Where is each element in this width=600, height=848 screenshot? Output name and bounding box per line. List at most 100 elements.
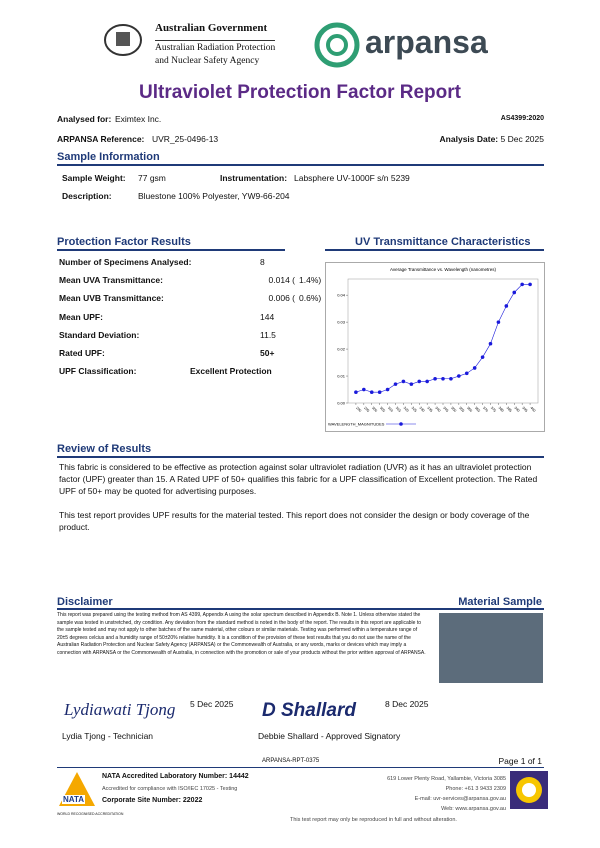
data-point — [369, 390, 374, 395]
result-value: Excellent Protection — [190, 366, 272, 377]
value: 5 Dec 2025 — [500, 134, 544, 144]
data-point — [362, 387, 366, 392]
report-id: ARPANSA-RPT-0375 — [262, 758, 320, 764]
paragraph: This test report provides UPF results fo… — [59, 510, 530, 532]
result-label: Mean UVA Transmittance: — [59, 275, 163, 286]
result-value: 8 — [260, 257, 265, 267]
label: Description: — [62, 191, 112, 201]
x-tick-label: 365 — [474, 406, 481, 413]
data-point — [504, 304, 509, 308]
data-point — [520, 282, 524, 287]
nata-logo-text: NATA — [62, 795, 86, 804]
data-point — [488, 341, 493, 346]
data-point — [425, 379, 429, 384]
result-label: Mean UPF: — [59, 311, 103, 322]
y-tick-label: 0.03 — [337, 320, 346, 325]
y-tick-label: 0.02 — [337, 347, 346, 352]
value: Eximtex Inc. — [115, 114, 162, 124]
sign-date: 8 Dec 2025 — [385, 699, 429, 709]
x-tick-label: 310 — [387, 406, 394, 413]
signature: D Shallard — [262, 700, 356, 721]
signature: Lydiawati Tjong — [64, 700, 176, 719]
result-value: 1.4%) — [299, 275, 322, 286]
phone: Phone: +61 3 9433 2309 — [445, 786, 506, 792]
data-point — [385, 387, 390, 392]
data-point — [480, 355, 485, 359]
nata-sub: Accredited for compliance with ISO/IEC 1… — [102, 786, 238, 792]
x-tick-label: 370 — [482, 406, 489, 413]
brand: arpansa — [365, 24, 488, 60]
label: ARPANSA Reference: — [57, 134, 145, 144]
chart-title: Average Transmittance vs. Wavelength (na… — [390, 267, 497, 272]
result-value: 0.6%) — [299, 293, 322, 304]
gov-line: Australian Government — [155, 22, 268, 34]
result-value: 144 — [260, 311, 275, 322]
data-point — [496, 320, 501, 324]
result-value: 11.5 — [260, 329, 276, 340]
paragraph: This fabric is considered to be effectiv… — [59, 462, 538, 496]
section-heading: Sample Information — [57, 151, 160, 163]
data-point — [433, 376, 437, 381]
legend-label: WAVELENGTH_MAGNITUDES — [328, 422, 385, 427]
arpansa-logo — [314, 22, 360, 68]
footer-note: This test report may only be reproduced … — [290, 817, 457, 823]
section-heading: Review of Results — [57, 443, 152, 455]
x-tick-label: 305 — [379, 406, 386, 413]
plot-area — [347, 278, 539, 404]
data-point — [528, 282, 532, 287]
data-point — [417, 379, 422, 384]
nata-caption: WORLD RECOGNISED ACCREDITATION — [57, 812, 124, 816]
series-line — [355, 284, 531, 393]
result-label: Number of Specimens Analysed: — [59, 257, 192, 267]
label: Analysis Date: — [439, 134, 499, 144]
data-point — [512, 290, 517, 295]
sun-logo — [510, 771, 548, 809]
x-tick-label: 330 — [419, 406, 426, 413]
section-heading: UV Transmittance Characteristics — [355, 236, 531, 248]
value: UVR_25-0496-13 — [152, 134, 219, 144]
x-tick-label: 320 — [403, 406, 410, 413]
x-tick-label: 345 — [442, 406, 449, 413]
value: 77 gsm — [138, 173, 166, 183]
x-tick-label: 295 — [363, 406, 370, 413]
y-tick-label: 0.04 — [337, 293, 346, 298]
x-tick-label: 315 — [395, 406, 402, 413]
data-point — [441, 376, 445, 381]
result-label: Standard Deviation: — [59, 329, 140, 340]
x-tick-label: 290 — [355, 406, 362, 413]
result-value: 0.006 ( — [268, 293, 295, 304]
x-tick-label: 385 — [506, 406, 513, 413]
x-tick-label: 390 — [514, 406, 521, 413]
legend-marker — [399, 422, 403, 426]
result-value: 50+ — [260, 348, 275, 358]
x-tick-label: 360 — [466, 406, 473, 413]
agency-line: Australian Radiation Protection — [155, 40, 276, 53]
x-tick-label: 335 — [426, 406, 433, 413]
x-tick-label: 355 — [458, 406, 465, 413]
result-label: UPF Classification: — [59, 366, 137, 377]
section-heading: Protection Factor Results — [57, 236, 191, 248]
data-point — [472, 366, 477, 370]
nata-title: NATA Accredited Laboratory Number: 14442 — [102, 773, 249, 780]
data-point — [393, 382, 398, 386]
address: 619 Lower Plenty Road, Yallambie, Victor… — [387, 776, 506, 782]
y-tick-label: 0.00 — [337, 401, 346, 406]
data-point — [354, 390, 358, 395]
section-heading: Disclaimer — [57, 596, 113, 608]
result-value: 0.014 ( — [268, 275, 295, 286]
corporate: Corporate Site Number: 22022 — [102, 797, 203, 804]
standard: AS4399:2020 — [500, 115, 544, 122]
x-tick-label: 300 — [371, 406, 378, 413]
x-tick-label: 380 — [498, 406, 505, 413]
x-tick-label: 340 — [434, 406, 441, 413]
signatory: Lydia Tjong - Technician — [62, 731, 154, 741]
value: Labsphere UV-1000F s/n 5239 — [294, 173, 410, 183]
label: Analysed for: — [57, 114, 112, 124]
disclaimer-text: This report was prepared using the testi… — [57, 612, 426, 656]
result-label: Rated UPF: — [59, 348, 105, 358]
x-tick-label: 395 — [521, 406, 528, 413]
result-label: Mean UVB Transmittance: — [59, 293, 164, 304]
data-point — [464, 371, 469, 376]
value: Bluestone 100% Polyester, YW9-66-204 — [138, 191, 290, 201]
